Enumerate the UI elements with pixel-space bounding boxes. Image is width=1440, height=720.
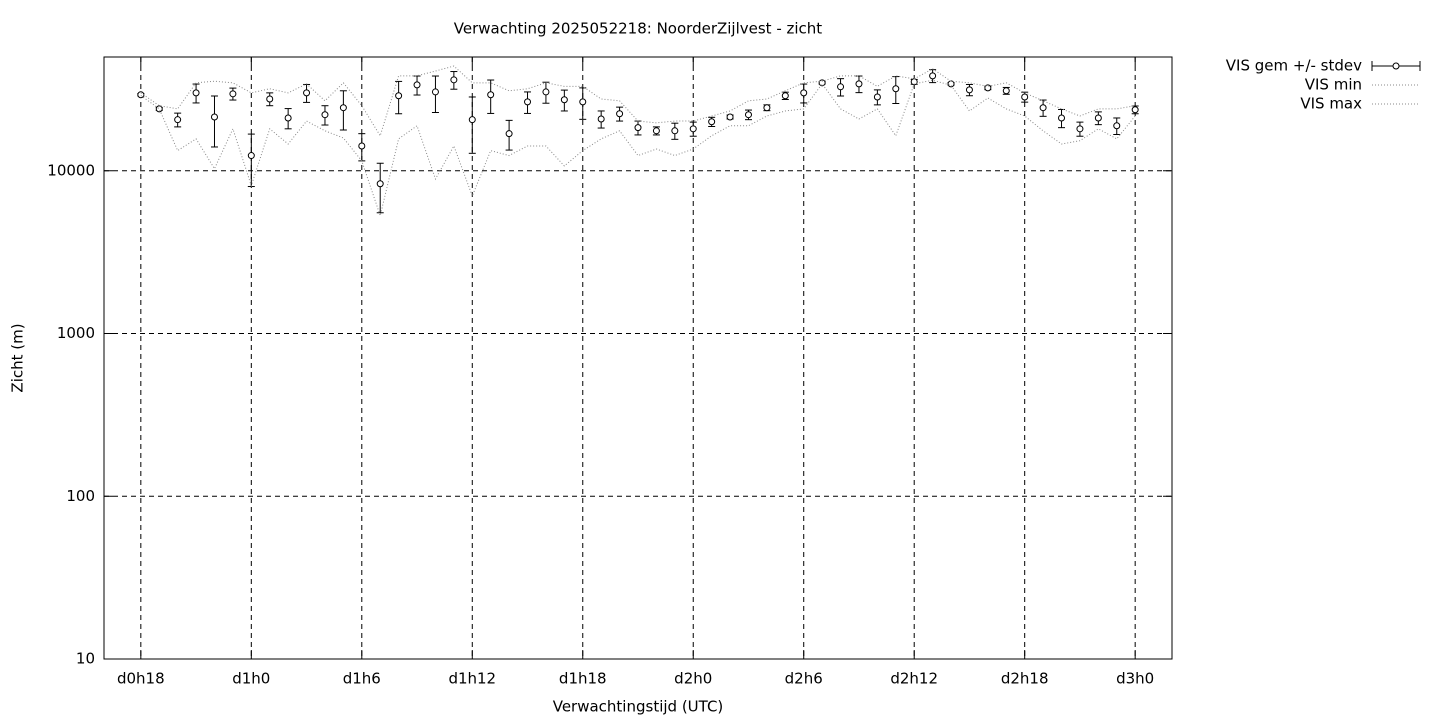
point — [376, 180, 384, 188]
point — [487, 91, 495, 99]
point — [1058, 114, 1066, 122]
point — [800, 89, 808, 97]
y-tick-label: 10 — [76, 650, 95, 668]
point — [689, 125, 697, 133]
point — [1076, 125, 1084, 133]
point — [616, 110, 624, 118]
point — [1094, 114, 1102, 122]
x-axis-label: Verwachtingstijd (UTC) — [553, 698, 724, 716]
legend-label: VIS gem +/- stdev — [1226, 57, 1362, 75]
x-tick-label: d1h6 — [343, 670, 381, 688]
point — [358, 142, 366, 150]
point — [247, 152, 255, 160]
point — [542, 88, 550, 96]
point — [468, 116, 476, 124]
point — [137, 91, 145, 99]
x-tick-label: d1h18 — [559, 670, 607, 688]
point — [1002, 87, 1010, 95]
point — [634, 124, 642, 132]
point — [431, 88, 439, 96]
point — [947, 80, 955, 88]
point — [192, 89, 200, 97]
y-tick-label: 1000 — [57, 324, 95, 342]
point — [413, 81, 421, 89]
chart-title: Verwachting 2025052218: NoorderZijlvest … — [454, 20, 823, 38]
point — [929, 72, 937, 80]
point — [1131, 106, 1139, 114]
point — [560, 96, 568, 104]
point — [965, 86, 973, 94]
point — [303, 89, 311, 97]
x-tick-label: d2h0 — [674, 670, 712, 688]
point — [652, 127, 660, 135]
point — [818, 79, 826, 87]
point — [450, 76, 458, 84]
point — [837, 83, 845, 91]
y-tick-label: 100 — [66, 487, 95, 505]
point — [1021, 93, 1029, 101]
point — [174, 116, 182, 124]
point — [266, 95, 274, 103]
x-tick-label: d1h12 — [448, 670, 496, 688]
point — [395, 92, 403, 100]
point — [524, 98, 532, 106]
line — [140, 65, 1136, 137]
point — [505, 130, 513, 138]
x-tick-label: d2h12 — [890, 670, 938, 688]
point — [229, 90, 237, 98]
point — [671, 127, 679, 135]
legend-symbol — [1392, 62, 1400, 70]
x-tick-label: d0h18 — [117, 670, 165, 688]
point — [1039, 104, 1047, 112]
legend-label: VIS max — [1300, 95, 1362, 113]
point — [284, 114, 292, 122]
point — [597, 115, 605, 123]
point — [763, 104, 771, 112]
point — [744, 111, 752, 119]
x-tick-label: d2h6 — [785, 670, 823, 688]
point — [873, 93, 881, 101]
plot-frame — [103, 56, 1173, 660]
point — [155, 105, 163, 113]
x-tick-label: d3h0 — [1116, 670, 1154, 688]
point — [726, 113, 734, 121]
y-tick-label: 10000 — [47, 161, 95, 179]
legend-label: VIS min — [1305, 76, 1362, 94]
point — [210, 113, 218, 121]
point — [339, 104, 347, 112]
y-axis-label: Zicht (m) — [9, 323, 27, 392]
point — [892, 85, 900, 93]
point — [855, 80, 863, 88]
x-tick-label: d1h0 — [232, 670, 270, 688]
point — [781, 92, 789, 100]
point — [321, 111, 329, 119]
point — [1113, 122, 1121, 130]
point — [708, 118, 716, 126]
x-tick-label: d2h18 — [1001, 670, 1049, 688]
point — [579, 98, 587, 106]
